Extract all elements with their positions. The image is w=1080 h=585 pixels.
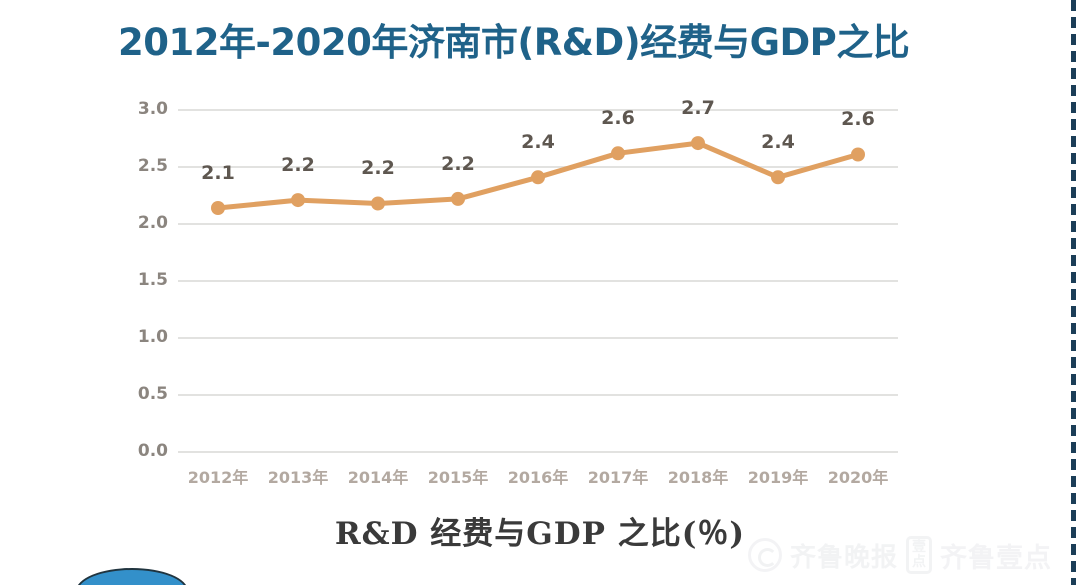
x-axis-tick-label: 2014年 <box>347 468 409 487</box>
x-axis-tick-label: 2017年 <box>587 468 649 487</box>
gridline <box>178 337 898 339</box>
series-marker <box>691 136 705 151</box>
x-axis-tick-label: 2013年 <box>267 468 329 487</box>
data-point-label: 2.4 <box>761 131 795 154</box>
watermark: 齐鲁晚报 壹 点 齐鲁壹点 <box>748 533 1058 577</box>
data-point-label: 2.4 <box>521 131 555 154</box>
series-marker <box>371 196 385 211</box>
gridline <box>178 109 898 111</box>
series-marker <box>851 147 865 162</box>
series-marker <box>211 201 225 215</box>
data-point-label: 2.6 <box>841 108 875 131</box>
y-axis-tick-label: 3.0 <box>137 99 168 119</box>
data-point-label: 2.2 <box>361 157 395 180</box>
data-point-label: 2.1 <box>201 162 235 185</box>
x-axis-tick-label: 2015年 <box>427 468 489 487</box>
series-marker <box>451 191 465 206</box>
right-dashed-border <box>1071 0 1076 585</box>
watermark-badge-top: 壹 <box>912 539 927 556</box>
series-markers <box>211 136 865 215</box>
gridline <box>178 394 898 396</box>
data-point-label: 2.2 <box>441 152 475 175</box>
gridline <box>178 280 898 282</box>
x-axis-tick-label: 2018年 <box>667 468 729 487</box>
watermark-brand: 齐鲁晚报 <box>790 542 899 573</box>
y-axis-tick-label: 1.0 <box>137 327 168 347</box>
swirl-icon <box>748 538 782 572</box>
x-axis-tick-label: 2020年 <box>827 468 889 487</box>
series-marker <box>531 170 545 185</box>
series-marker <box>611 146 625 161</box>
data-point-label: 2.6 <box>601 107 635 130</box>
data-point-label: 2.7 <box>681 97 715 120</box>
x-axis-tick-label: 2019年 <box>747 468 809 487</box>
gridline <box>178 166 898 168</box>
gridline <box>178 223 898 225</box>
watermark-product: 齐鲁壹点 <box>940 542 1053 574</box>
series-marker <box>291 193 305 208</box>
y-axis-tick-label: 0.0 <box>137 441 168 461</box>
series-marker <box>771 170 785 185</box>
gridline <box>178 451 898 453</box>
chart-caption: R&D 经费与GDP 之比(％) <box>334 516 746 552</box>
page-title: 2012年-2020年济南市(R&D)经费与GDP之比 <box>118 21 910 64</box>
plot-area <box>178 109 898 453</box>
watermark-badge: 壹 点 <box>906 536 933 574</box>
y-axis-tick-label: 1.5 <box>137 270 168 290</box>
y-axis-tick-label: 2.5 <box>137 156 168 176</box>
y-axis-tick-label: 0.5 <box>137 384 168 404</box>
x-axis-tick-label: 2016年 <box>507 468 569 487</box>
data-point-label: 2.2 <box>281 154 315 177</box>
y-axis-tick-label: 2.0 <box>137 213 168 233</box>
x-axis-tick-label: 2012年 <box>187 468 249 487</box>
watermark-badge-bottom: 点 <box>912 554 927 570</box>
